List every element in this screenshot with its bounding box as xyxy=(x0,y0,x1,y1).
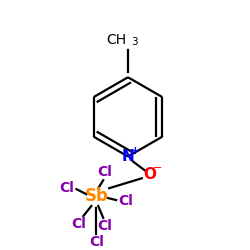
Text: Cl: Cl xyxy=(118,194,134,208)
Text: CH: CH xyxy=(106,32,126,46)
Text: Cl: Cl xyxy=(59,181,74,195)
Text: Cl: Cl xyxy=(89,235,104,249)
Text: 3: 3 xyxy=(132,37,138,47)
Text: N: N xyxy=(122,149,134,164)
Text: Cl: Cl xyxy=(97,165,112,179)
Text: Cl: Cl xyxy=(97,219,112,233)
Text: Cl: Cl xyxy=(71,217,86,231)
Text: −: − xyxy=(153,164,162,173)
Text: Sb: Sb xyxy=(84,187,108,205)
Text: O: O xyxy=(143,167,156,182)
Text: +: + xyxy=(130,146,139,156)
